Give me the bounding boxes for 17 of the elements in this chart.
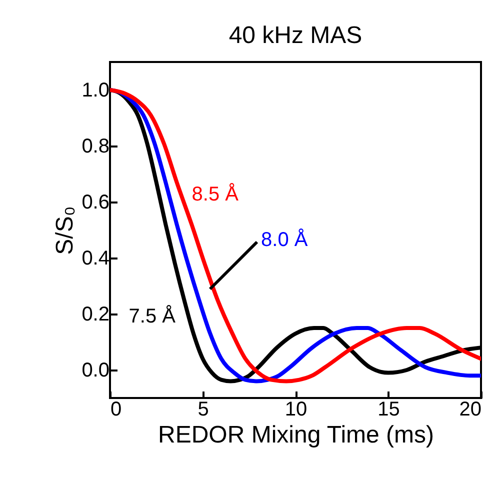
series-label: 8.5 Å (192, 182, 240, 206)
x-axis-title: REDOR Mixing Time (ms) (158, 422, 434, 448)
chart-title: 40 kHz MAS (228, 22, 362, 49)
y-tick-label: 0.8 (82, 136, 110, 158)
y-axis-title: S/S₀ (52, 206, 79, 255)
y-tick-label: 1.0 (82, 80, 110, 102)
x-tick-label: 15 (378, 398, 400, 420)
x-tick-label: 0 (110, 398, 122, 420)
series-label: 7.5 Å (128, 304, 176, 328)
y-tick-label: 0.0 (82, 360, 110, 382)
y-tick-label: 0.6 (82, 192, 110, 214)
x-tick-label: 10 (284, 398, 308, 420)
x-tick-label: 5 (198, 398, 209, 420)
text: 8.0 Å (261, 228, 308, 251)
x-tick-label: 20 (459, 398, 482, 420)
y-tick-label: 0.2 (82, 304, 110, 326)
y-tick-label: 0.4 (82, 248, 110, 270)
